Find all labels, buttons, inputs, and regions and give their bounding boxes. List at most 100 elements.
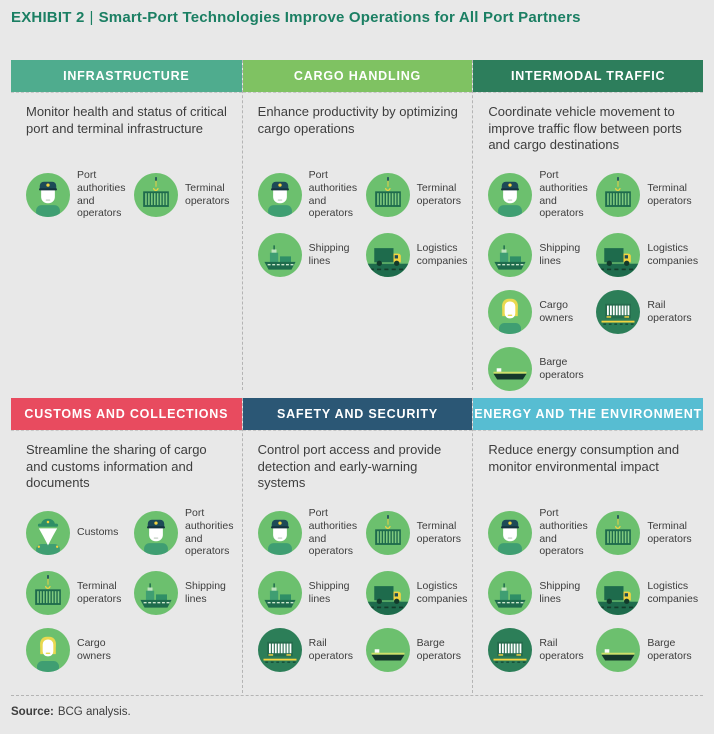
panel-header-customs-and-collections: CUSTOMS AND COLLECTIONS — [11, 398, 242, 430]
stakeholder-item-shipping: Shipping lines — [257, 233, 364, 278]
stakeholder-item-barge: Barge operators — [596, 628, 701, 673]
stakeholder-label: Terminal operators — [416, 181, 462, 207]
stakeholder-label: Shipping lines — [185, 580, 226, 606]
cargo-ship-icon — [257, 233, 302, 278]
stakeholder-item-barge: Barge operators — [365, 628, 471, 673]
stakeholder-label: Port authorities and operators — [539, 507, 588, 558]
panel-description: Reduce energy consumption and monitor en… — [488, 442, 680, 474]
truck-icon — [596, 233, 641, 278]
stakeholder-label: Barge operators — [647, 637, 692, 663]
stakeholder-label: Terminal operators — [185, 181, 230, 207]
panels-grid: INFRASTRUCTURE Monitor health and status … — [11, 60, 703, 693]
panel-body-energy-and-environment: Reduce energy consumption and monitor en… — [473, 430, 703, 693]
rail-car-icon — [257, 628, 302, 673]
stakeholder-label: Shipping lines — [539, 242, 581, 268]
panel-description: Coordinate vehicle movement to improve t… — [488, 104, 682, 152]
stakeholder-item-terminal: Terminal operators — [26, 571, 132, 616]
stakeholder-item-shipping: Shipping lines — [488, 233, 594, 278]
stakeholder-label: Shipping lines — [308, 580, 350, 606]
stakeholder-item-cargo-owners: Cargo owners — [26, 628, 132, 673]
stakeholder-label: Port authorities and operators — [77, 169, 126, 220]
stakeholder-item-rail: Rail operators — [596, 290, 701, 335]
stakeholder-label: Terminal operators — [77, 580, 122, 606]
stakeholder-label: Port authorities and operators — [185, 507, 234, 558]
terminal-crane-icon — [134, 172, 178, 217]
panel-description: Monitor health and status of critical po… — [26, 104, 227, 136]
stakeholder-label: Logistics companies — [416, 242, 468, 268]
stakeholder-label: Shipping lines — [539, 580, 581, 606]
customs-officer-icon — [26, 510, 70, 555]
port-authority-icon — [26, 172, 70, 217]
stakeholder-label: Logistics companies — [416, 580, 468, 606]
title-text: Smart-Port Technologies Improve Operatio… — [98, 9, 581, 26]
port-authority-icon — [488, 172, 533, 217]
stakeholder-list: Port authorities and operators Terminal … — [257, 169, 471, 278]
panel-description: Control port access and provide detectio… — [257, 442, 442, 490]
stakeholder-label: Customs — [77, 526, 119, 539]
panel-header-intermodal-traffic: INTERMODAL TRAFFIC — [473, 60, 703, 92]
stakeholder-item-port-authorities: Port authorities and operators — [488, 169, 594, 220]
barge-icon — [365, 628, 410, 673]
stakeholder-item-port-authorities: Port authorities and operators — [257, 507, 364, 558]
panel-description: Enhance productivity by optimizing cargo… — [257, 104, 458, 136]
panel-body-safety-and-security: Control port access and provide detectio… — [242, 430, 473, 693]
stakeholder-label: Cargo owners — [539, 299, 574, 325]
stakeholder-item-cargo-owners: Cargo owners — [488, 290, 594, 335]
terminal-crane-icon — [596, 510, 641, 555]
source-text: BCG analysis. — [57, 706, 131, 718]
exhibit-label: EXHIBIT 2 — [11, 9, 85, 26]
terminal-crane-icon — [26, 571, 70, 616]
stakeholder-label: Rail operators — [539, 637, 584, 663]
cargo-ship-icon — [488, 571, 533, 616]
source-note: Source: BCG analysis. — [11, 706, 131, 718]
cargo-ship-icon — [134, 571, 178, 616]
truck-icon — [596, 571, 641, 616]
stakeholder-label: Terminal operators — [416, 519, 462, 545]
stakeholder-label: Terminal operators — [647, 519, 692, 545]
cargo-owner-person-icon — [488, 290, 533, 335]
truck-icon — [365, 233, 410, 278]
truck-icon — [365, 571, 410, 616]
stakeholder-item-logistics: Logistics companies — [365, 233, 471, 278]
panel-body-customs-and-collections: Streamline the sharing of cargo and cust… — [11, 430, 242, 693]
cargo-ship-icon — [488, 233, 533, 278]
stakeholder-label: Shipping lines — [308, 242, 350, 268]
stakeholder-item-terminal: Terminal operators — [596, 507, 701, 558]
stakeholder-label: Port authorities and operators — [308, 169, 358, 220]
barge-icon — [488, 347, 533, 392]
port-authority-icon — [488, 510, 533, 555]
panel-safety-and-security: SAFETY AND SECURITY Control port access a… — [241, 398, 473, 693]
stakeholder-list: Port authorities and operators Terminal … — [488, 169, 701, 392]
terminal-crane-icon — [365, 510, 410, 555]
stakeholder-item-rail: Rail operators — [488, 628, 594, 673]
footer-divider — [11, 695, 703, 696]
terminal-crane-icon — [596, 172, 641, 217]
panel-header-cargo-handling: CARGO HANDLING — [242, 60, 473, 92]
stakeholder-item-logistics: Logistics companies — [596, 233, 701, 278]
stakeholder-label: Cargo owners — [77, 637, 111, 663]
terminal-crane-icon — [365, 172, 410, 217]
panel-body-infrastructure: Monitor health and status of critical po… — [11, 92, 242, 390]
barge-icon — [596, 628, 641, 673]
stakeholder-item-shipping: Shipping lines — [488, 571, 594, 616]
panel-infrastructure: INFRASTRUCTURE Monitor health and status … — [11, 60, 242, 390]
stakeholder-item-customs: Customs — [26, 507, 132, 558]
stakeholder-item-terminal: Terminal operators — [365, 507, 471, 558]
stakeholder-label: Terminal operators — [647, 181, 692, 207]
stakeholder-label: Rail operators — [308, 637, 354, 663]
stakeholder-label: Barge operators — [416, 637, 462, 663]
panel-energy-and-environment: ENERGY AND THE ENVIRONMENT Reduce energy … — [472, 398, 703, 693]
stakeholder-list: Port authorities and operators Terminal … — [26, 169, 240, 220]
panel-header-safety-and-security: SAFETY AND SECURITY — [242, 398, 473, 430]
panel-cargo-handling: CARGO HANDLING Enhance productivity by op… — [241, 60, 473, 390]
stakeholder-label: Port authorities and operators — [308, 507, 358, 558]
panel-header-infrastructure: INFRASTRUCTURE — [11, 60, 242, 92]
stakeholder-item-port-authorities: Port authorities and operators — [257, 169, 364, 220]
panel-body-cargo-handling: Enhance productivity by optimizing cargo… — [242, 92, 473, 390]
panel-body-intermodal-traffic: Coordinate vehicle movement to improve t… — [473, 92, 703, 392]
panel-customs-and-collections: CUSTOMS AND COLLECTIONS Streamline the sh… — [11, 398, 242, 693]
page-title: EXHIBIT 2 | Smart-Port Technologies Improv… — [11, 9, 581, 26]
stakeholder-item-terminal: Terminal operators — [365, 169, 471, 220]
panel-header-energy-and-environment: ENERGY AND THE ENVIRONMENT — [473, 398, 703, 430]
